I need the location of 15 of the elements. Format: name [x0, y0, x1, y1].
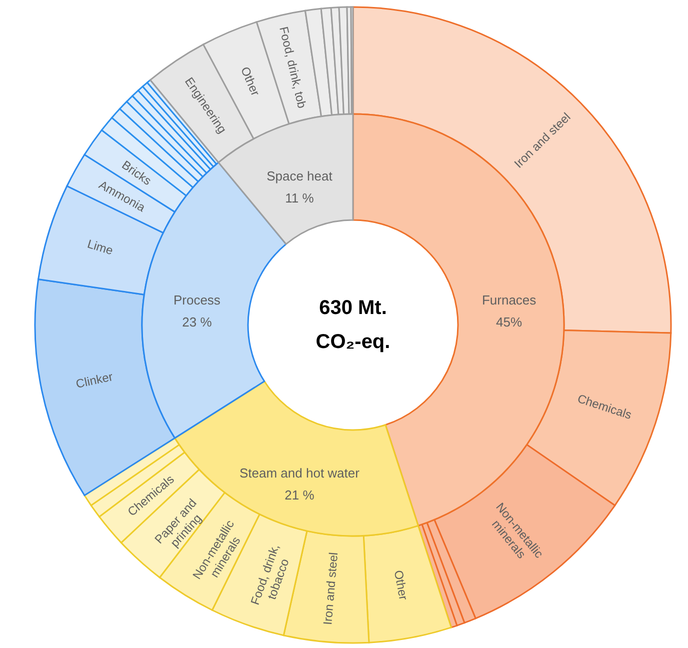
slice-label: Clinker — [74, 370, 114, 392]
data-label: 11 % — [285, 190, 314, 206]
slice-label: Furnaces — [482, 292, 537, 308]
slice-label: Steam and hot water — [239, 466, 360, 481]
data-label: 21 % — [284, 488, 315, 503]
slice-label: Process — [173, 292, 221, 308]
slice-label: Iron and steel — [320, 552, 341, 626]
text: 630 Mt. CO₂-eq. — [314, 296, 392, 355]
data-label: 23 % — [182, 314, 212, 330]
slice-label: Other — [391, 569, 411, 602]
data-label: 45% — [496, 314, 522, 330]
slice-label: Other — [238, 64, 263, 98]
slice-label: Space heat — [266, 168, 333, 184]
slice-label: Food, drink, tob — [276, 25, 310, 110]
slice-label: Lime — [86, 236, 115, 258]
